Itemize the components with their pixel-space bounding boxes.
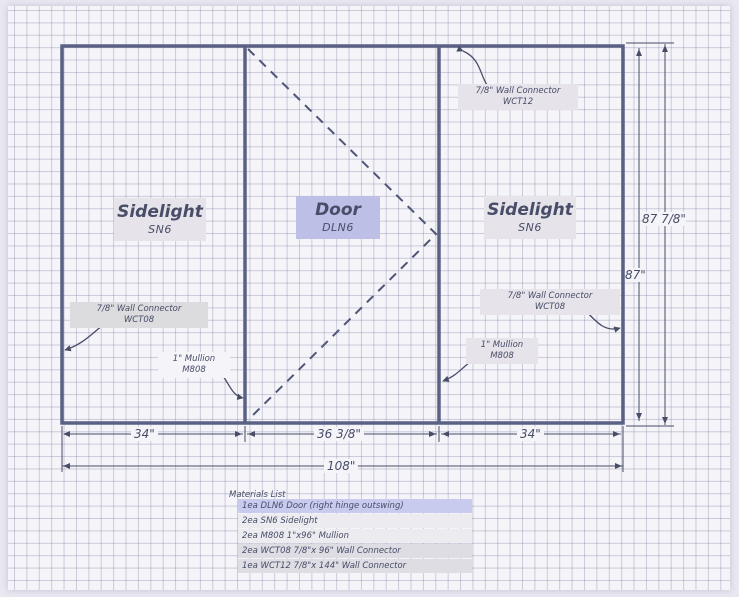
left-sidelight-code: SN6 [148,223,172,236]
elevation-drawing [60,42,674,472]
callout-mullion-right: 1" Mullion M808 [466,338,538,364]
leader-right-mullion [442,361,471,382]
dim-inner-height: 87" [625,268,646,282]
materials-list-title: Materials List [229,490,286,500]
callout-wall-connector-left: 7/8" Wall Connector WCT08 [70,302,208,328]
right-sidelight-label: Sidelight SN6 [484,196,576,239]
dim-door-width: 36 3/8" [314,427,364,441]
dim-right-width: 34" [517,427,544,441]
materials-item: 2ea WCT08 7/8"x 96" Wall Connector [238,544,472,558]
door-label: Door DLN6 [296,196,380,239]
right-sidelight-code: SN6 [518,221,542,234]
materials-item: 1ea WCT12 7/8"x 144" Wall Connector [238,559,472,573]
dim-total-width: 108" [324,459,359,473]
dim-outer-height: 87 7/8" [642,212,686,226]
left-sidelight-name: Sidelight [117,202,203,222]
door-swing-lines [247,48,438,421]
door-name: Door [315,200,361,220]
left-sidelight-label: Sidelight SN6 [114,198,206,241]
callout-mullion-left: 1" Mullion M808 [158,352,230,378]
leader-left-mullion [222,375,244,401]
materials-item: 2ea M808 1"x96" Mullion [238,529,472,543]
callout-wall-connector-top: 7/8" Wall Connector WCT12 [458,84,578,110]
callout-wall-connector-right: 7/8" Wall Connector WCT08 [480,289,620,315]
materials-item: 1ea DLN6 Door (right hinge outswing) [238,499,472,513]
graph-paper-sheet: Sidelight SN6 Door DLN6 Sidelight SN6 7/… [8,6,730,590]
materials-item: 2ea SN6 Sidelight [238,514,472,528]
outer-frame [60,44,625,425]
door-code: DLN6 [322,221,354,234]
right-sidelight-name: Sidelight [487,200,573,220]
dim-left-width: 34" [131,427,158,441]
